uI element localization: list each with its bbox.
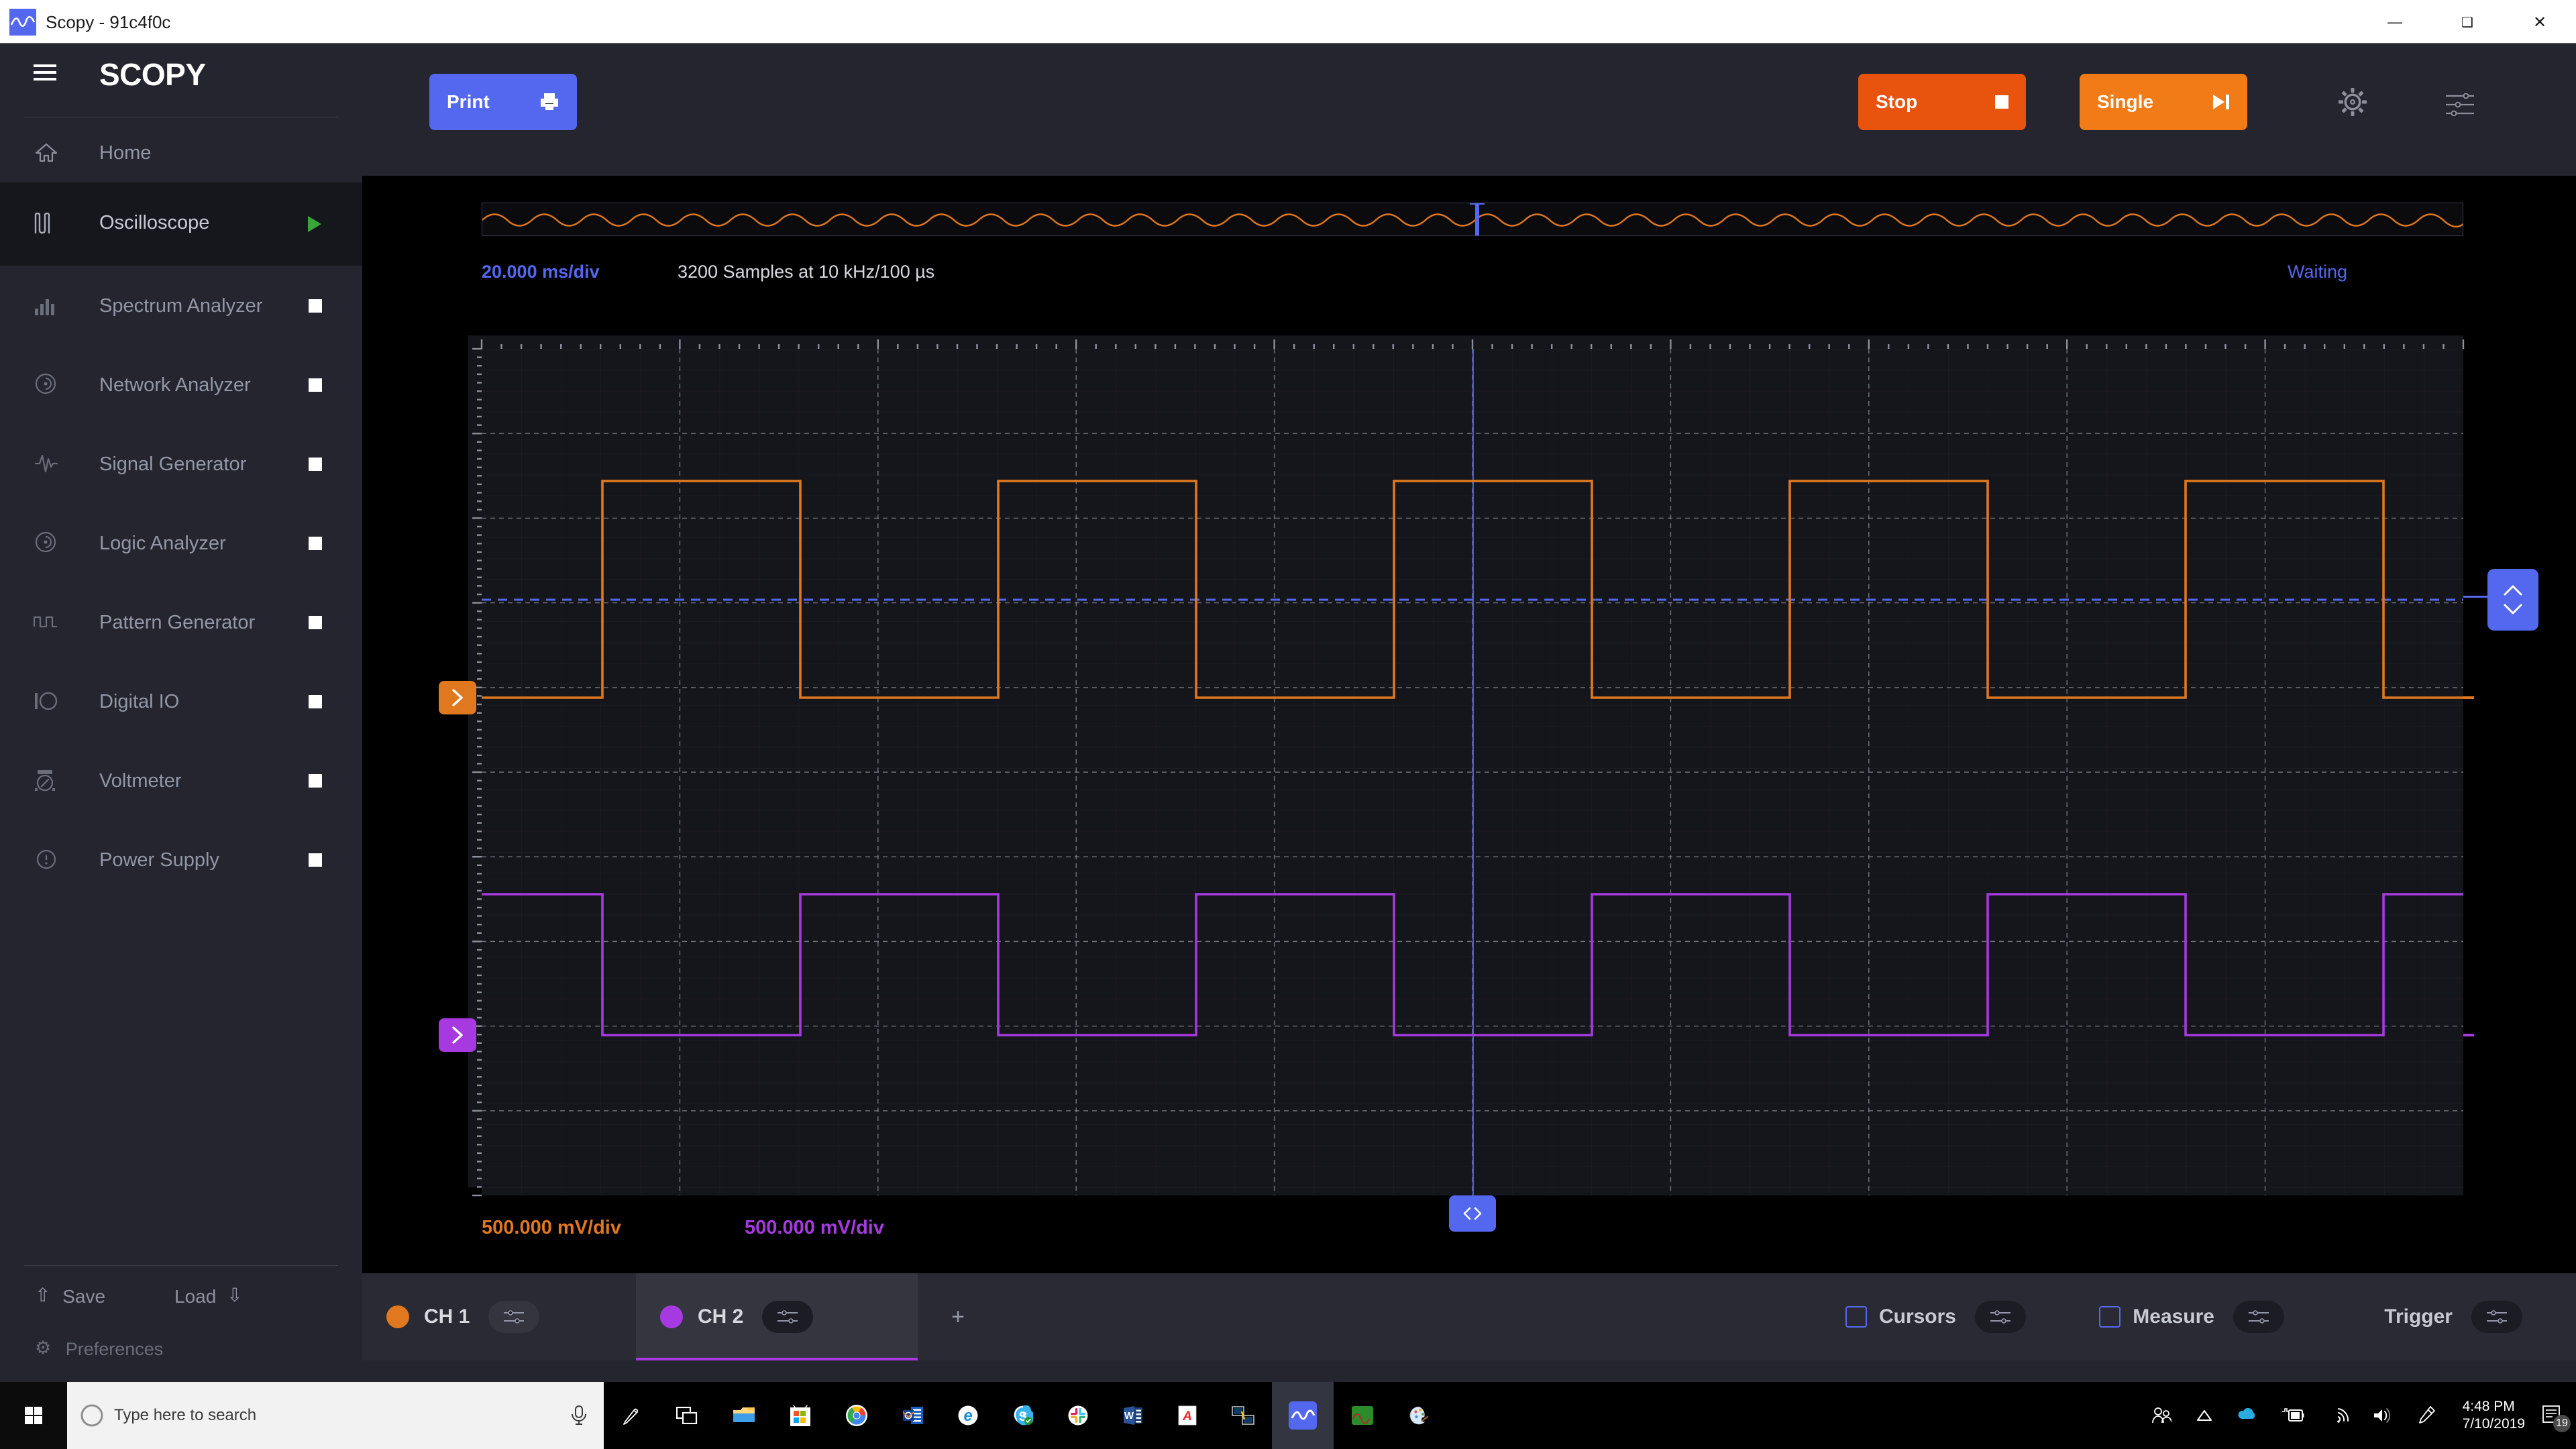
- svg-text:e: e: [963, 1407, 972, 1425]
- svg-text:W: W: [1124, 1410, 1134, 1421]
- svg-text:A: A: [1182, 1409, 1192, 1424]
